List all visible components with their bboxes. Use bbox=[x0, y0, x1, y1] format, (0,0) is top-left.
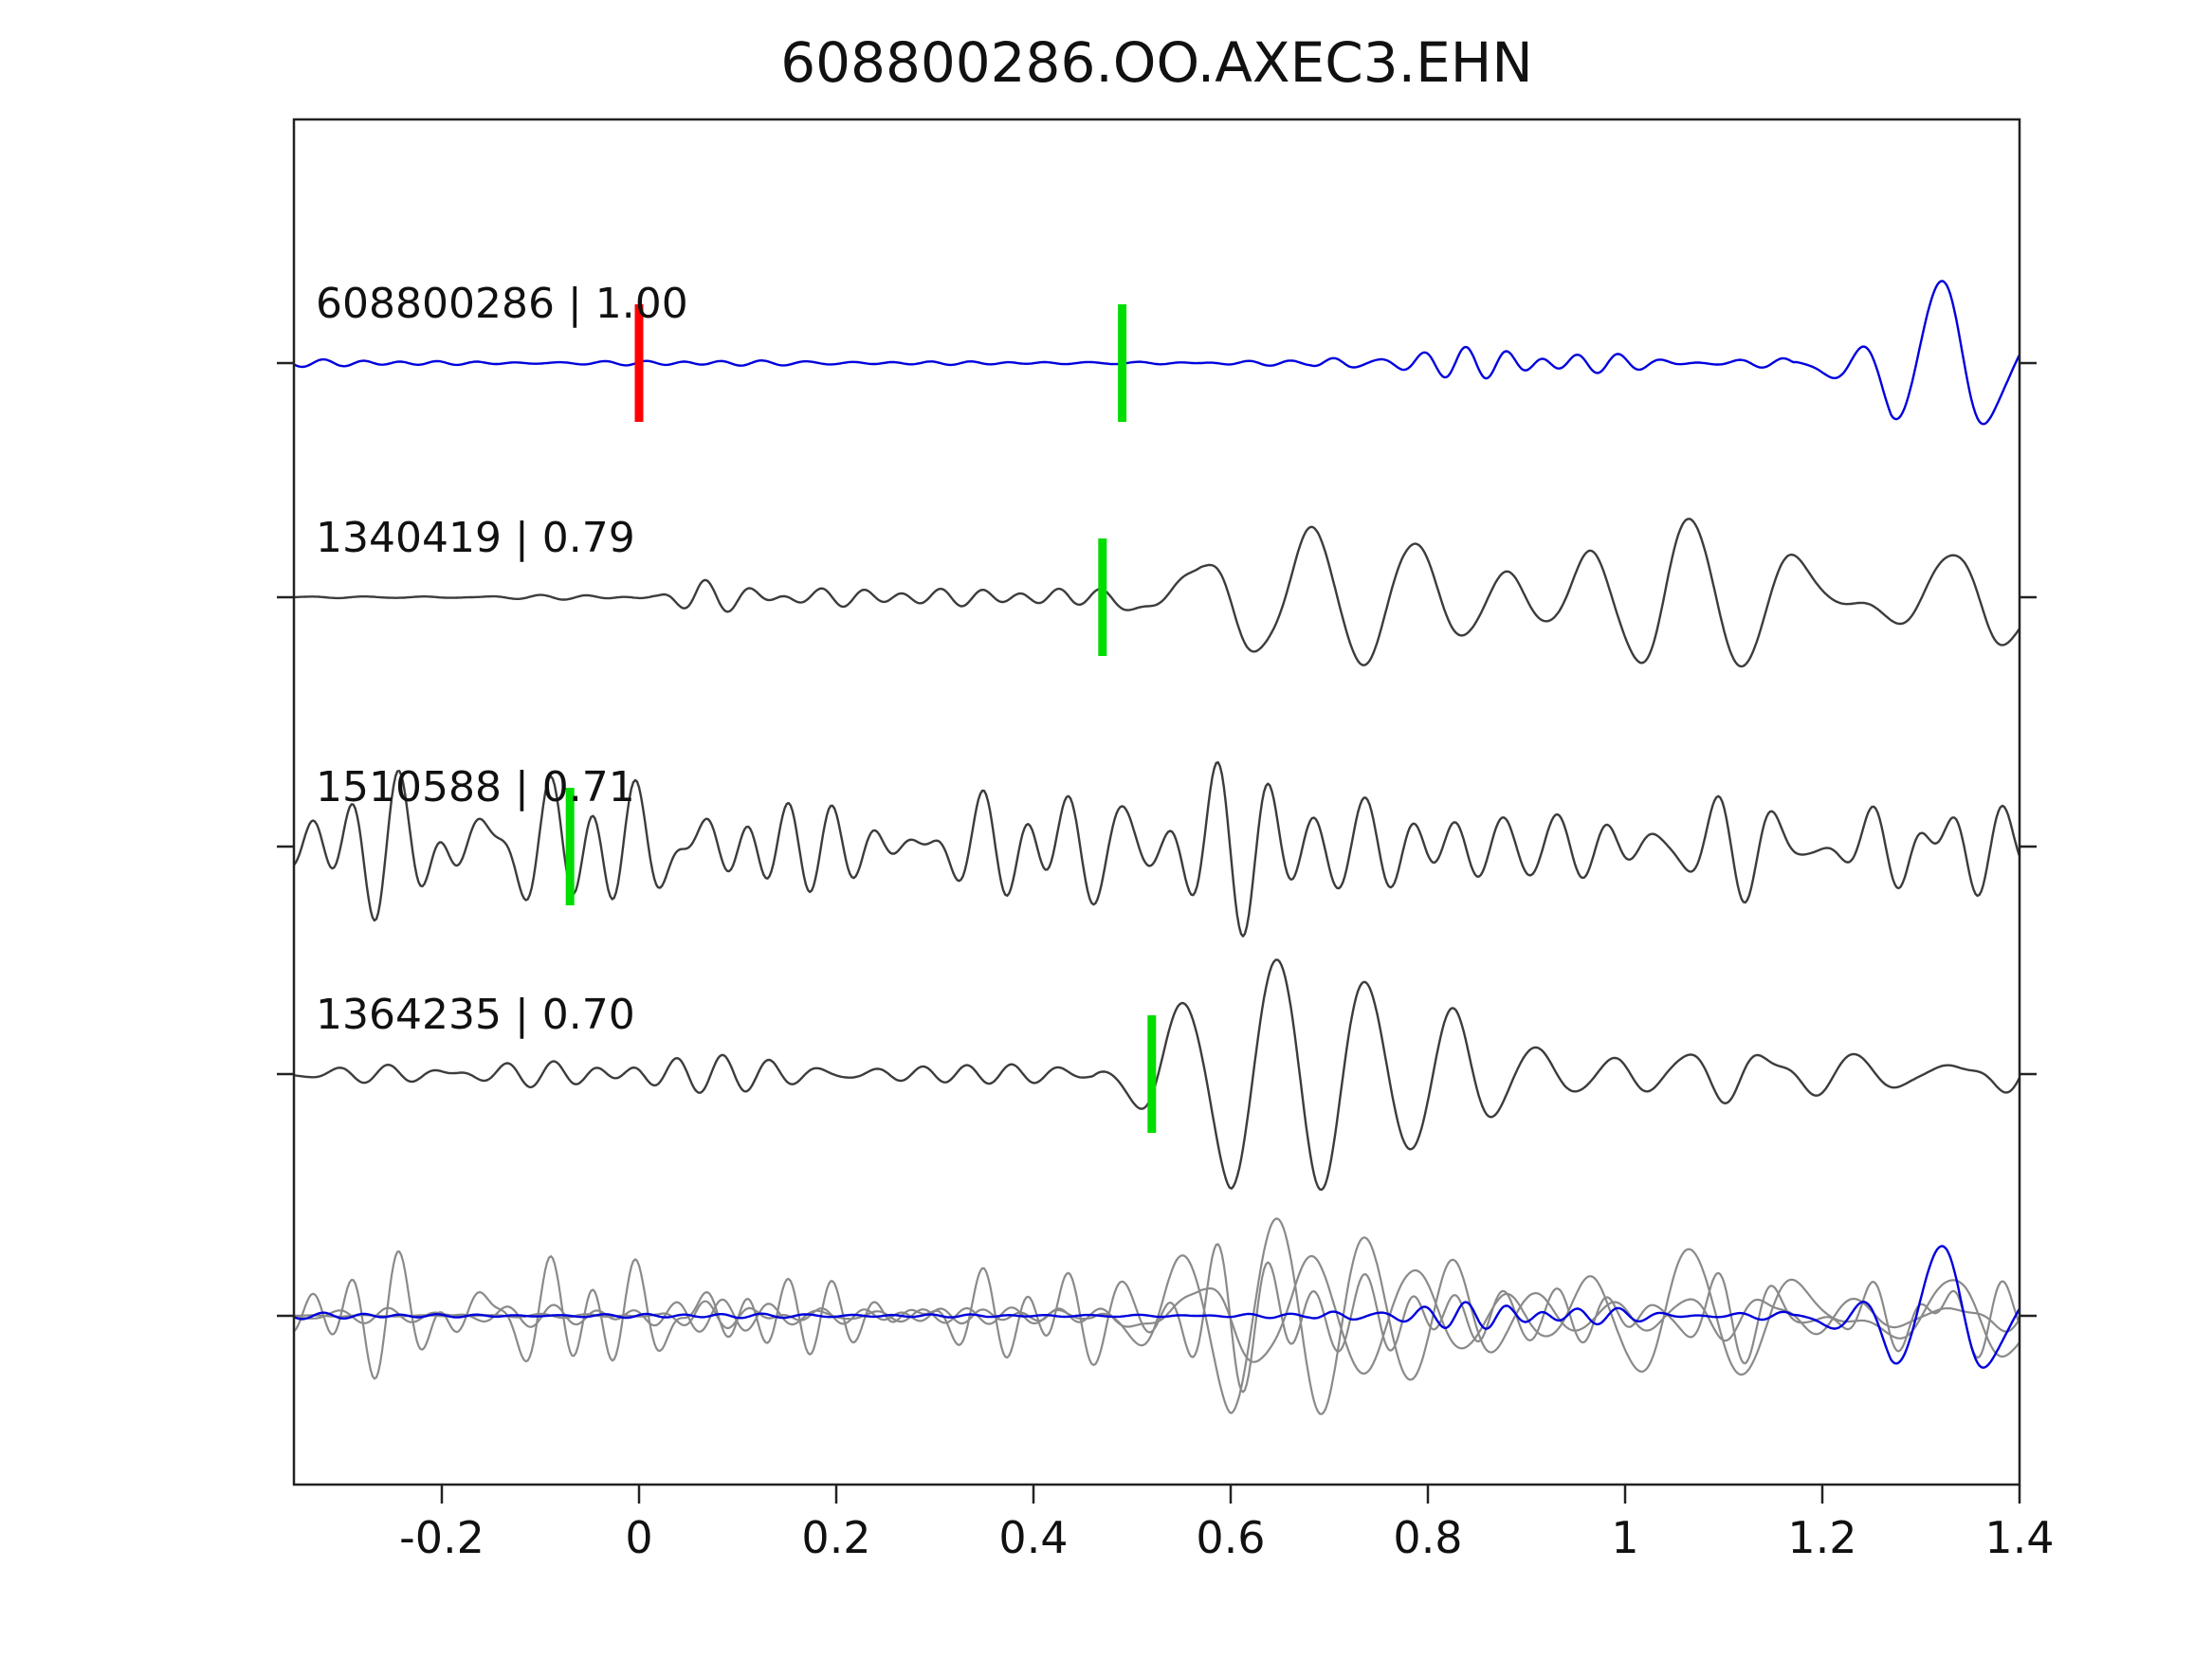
pick-marker-green bbox=[565, 788, 575, 905]
trace-label-match-3: 1364235 | 0.70 bbox=[316, 991, 635, 1039]
trace-waveform-608800286 bbox=[294, 280, 2020, 426]
x-tick-label: 0 bbox=[625, 1512, 652, 1563]
pick-marker-green bbox=[1118, 304, 1127, 422]
chart-title: 608800286.OO.AXEC3.EHN bbox=[780, 30, 1533, 95]
pick-marker-green bbox=[1098, 538, 1107, 656]
axes-frame bbox=[292, 118, 2021, 1486]
x-tick-label: 1.2 bbox=[1787, 1512, 1856, 1563]
x-tick-label: 1 bbox=[1611, 1512, 1638, 1563]
trace-waveform-1364235 bbox=[294, 958, 2020, 1192]
overlay-waveform-608800286 bbox=[294, 1245, 2020, 1369]
x-tick-label: -0.2 bbox=[399, 1512, 484, 1563]
trace-label-reference: 608800286 | 1.00 bbox=[316, 280, 688, 328]
trace-waveform-1510588 bbox=[294, 760, 2020, 938]
x-tick-label: 0.8 bbox=[1393, 1512, 1462, 1563]
overlay-waveform-1364235 bbox=[294, 1217, 2020, 1415]
trace-waveform-1340419 bbox=[294, 518, 2020, 668]
overlay-waveform-1510588 bbox=[294, 1243, 2020, 1394]
x-tick-label: 0.6 bbox=[1196, 1512, 1265, 1563]
pick-marker-green bbox=[1147, 1015, 1157, 1133]
x-tick-label: 0.4 bbox=[998, 1512, 1068, 1563]
trace-label-match-2: 1510588 | 0.71 bbox=[316, 763, 635, 811]
x-tick-label: 0.2 bbox=[801, 1512, 870, 1563]
x-tick-label: 1.4 bbox=[1984, 1512, 2054, 1563]
trace-label-match-1: 1340419 | 0.79 bbox=[316, 514, 635, 562]
waveforms-group bbox=[294, 280, 2020, 1415]
pick-marker-red bbox=[634, 304, 644, 422]
